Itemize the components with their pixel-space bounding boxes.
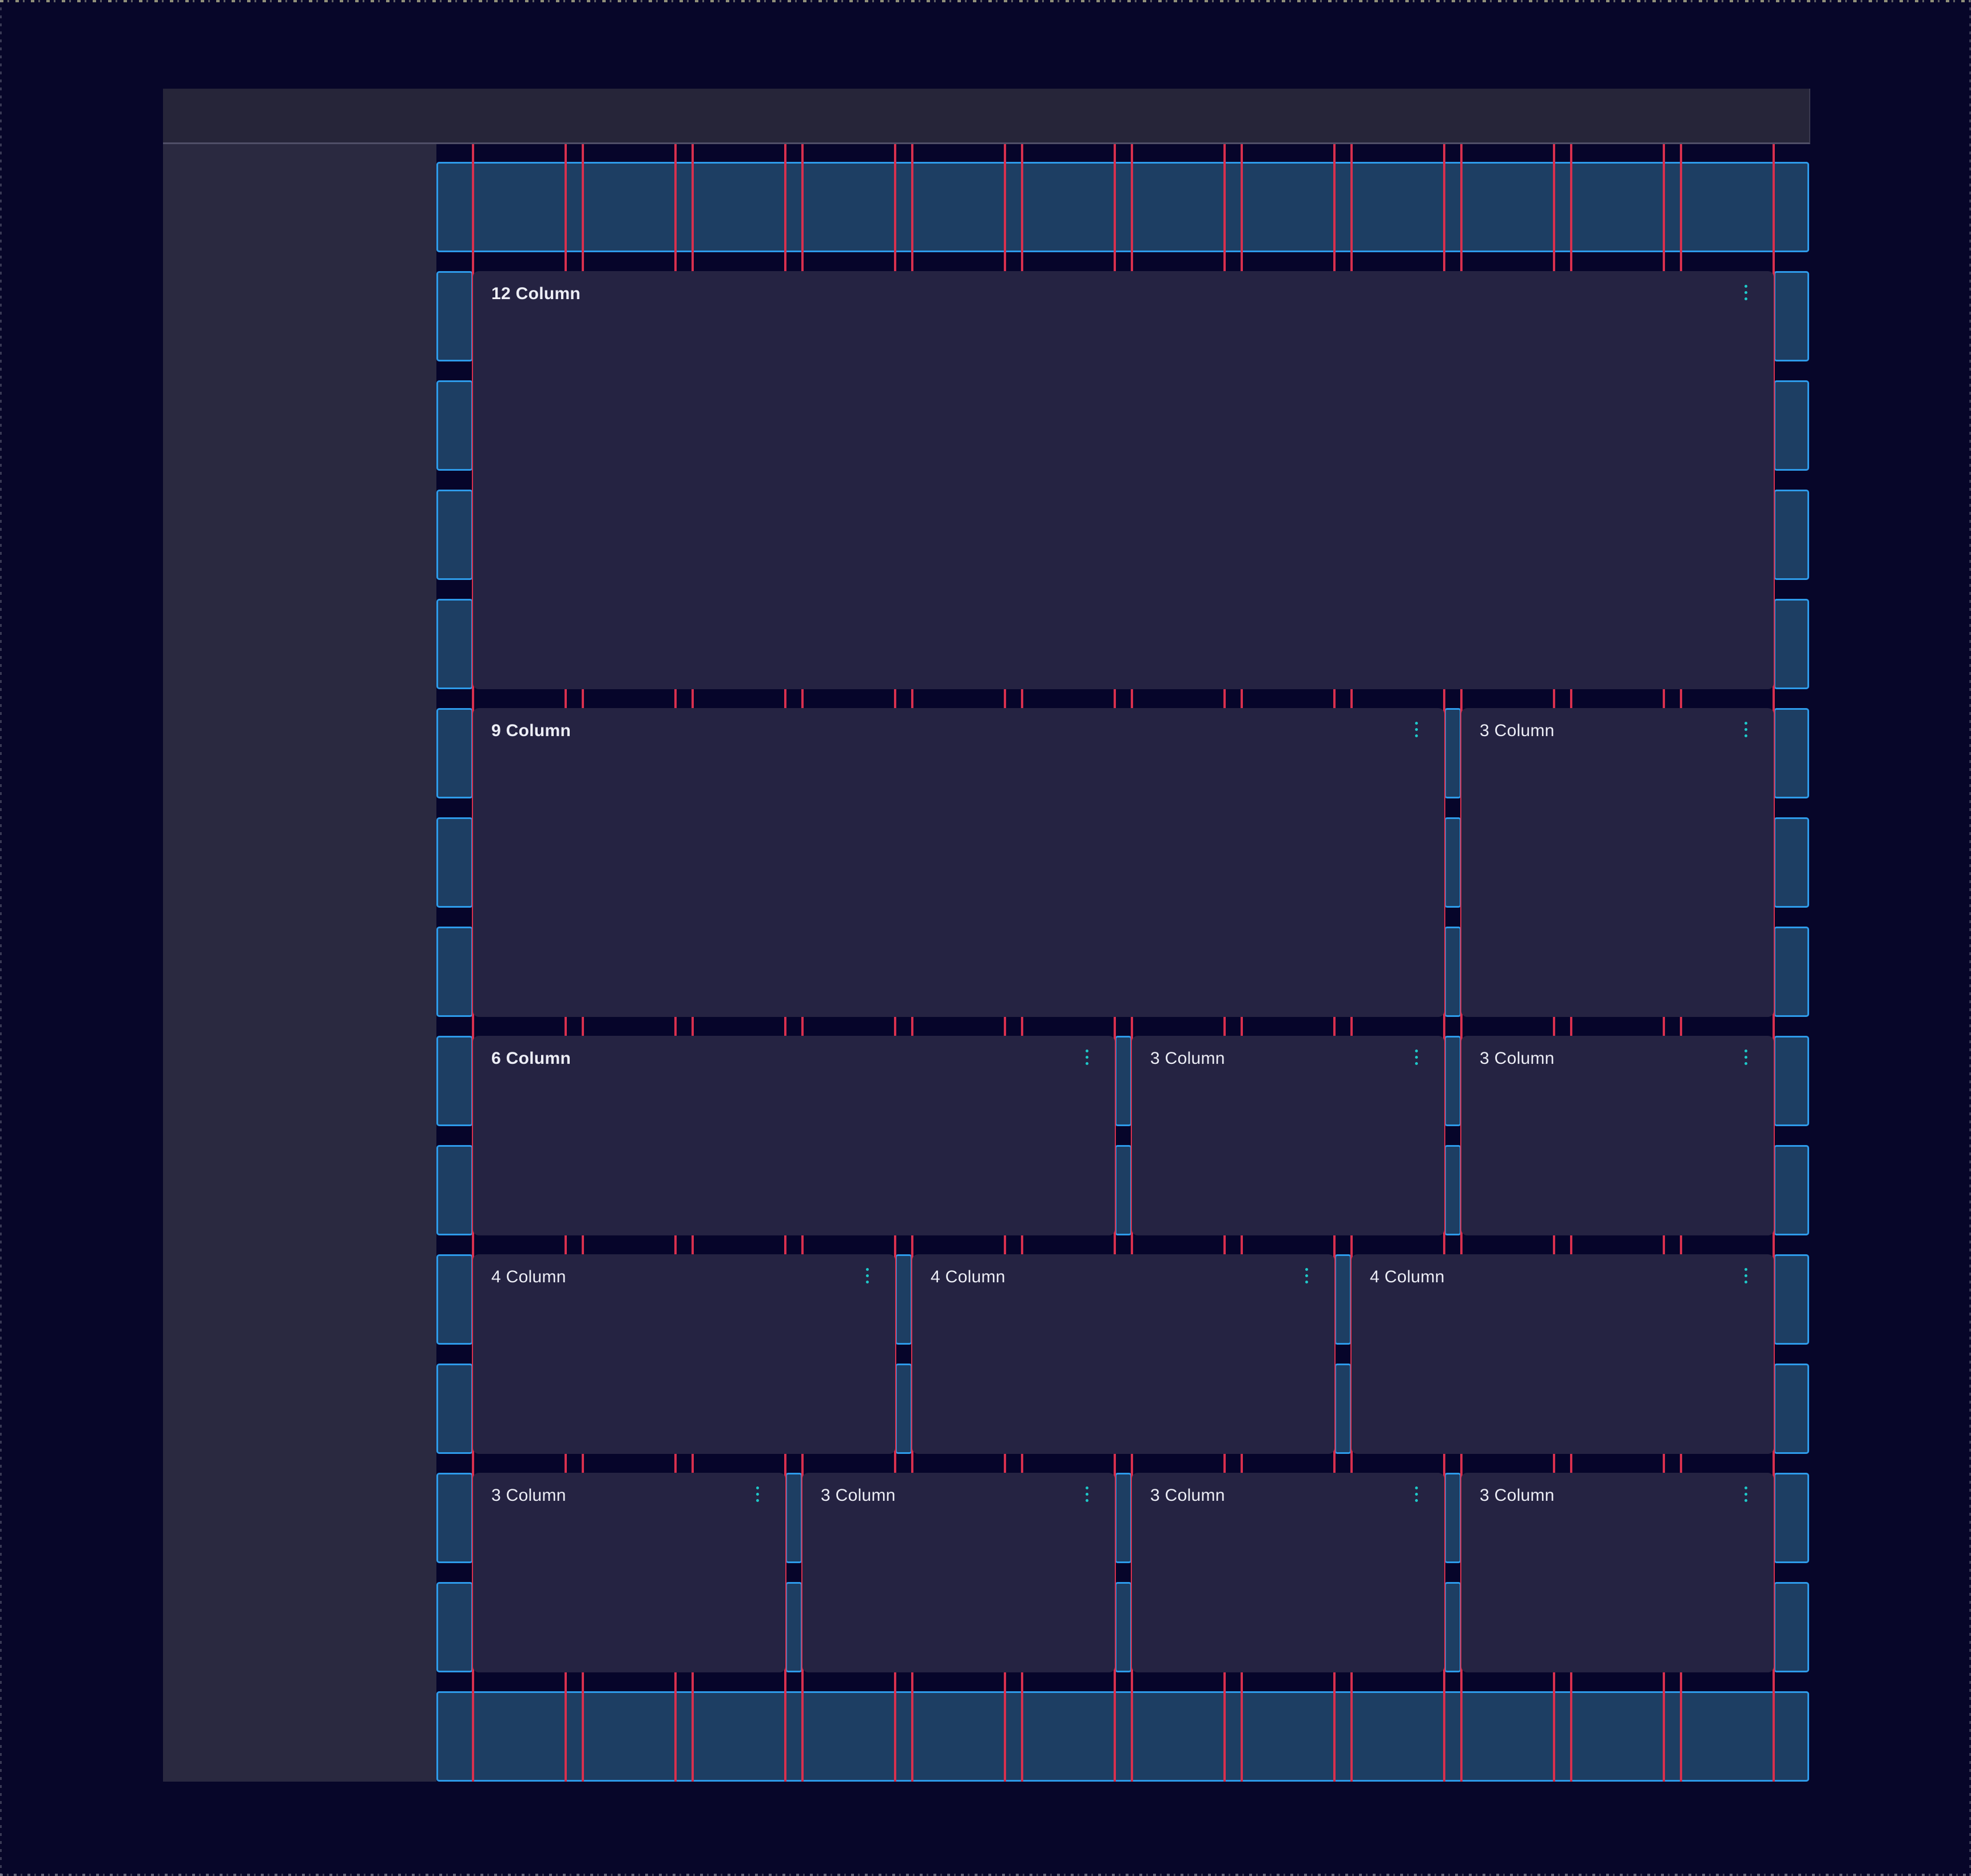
kebab-menu-icon[interactable] — [1084, 1048, 1090, 1066]
grid-row-highlight-top — [436, 162, 1809, 252]
panel-9-column[interactable]: 9 Column — [473, 708, 1444, 1017]
panel-title: 6 Column — [491, 1049, 571, 1068]
grid-column-guide — [436, 380, 473, 471]
panel-title: 9 Column — [491, 721, 571, 740]
panel-4-column[interactable]: 4 Column — [1352, 1254, 1774, 1454]
grid-column-guide — [1774, 927, 1809, 1017]
panel-12-column[interactable]: 12 Column — [473, 271, 1774, 689]
panel-3-column[interactable]: 3 Column — [1461, 1036, 1774, 1235]
window-header — [163, 89, 1810, 144]
kebab-menu-icon[interactable] — [1743, 284, 1749, 301]
selection-ants-left — [0, 0, 2, 1876]
panel-3-column[interactable]: 3 Column — [1461, 1473, 1774, 1672]
grid-gutter-line — [1773, 144, 1775, 1782]
sidebar-panel — [163, 144, 436, 1782]
kebab-menu-icon[interactable] — [1413, 721, 1419, 738]
panel-6-column[interactable]: 6 Column — [473, 1036, 1115, 1235]
panel-title: 4 Column — [931, 1267, 1006, 1286]
kebab-menu-icon[interactable] — [1413, 1048, 1419, 1066]
grid-column-guide — [436, 1582, 473, 1672]
kebab-menu-icon[interactable] — [1304, 1267, 1309, 1285]
panel-3-column[interactable]: 3 Column — [802, 1473, 1115, 1672]
grid-column-guide — [1774, 1582, 1809, 1672]
kebab-menu-icon[interactable] — [1743, 721, 1749, 738]
grid-column-guide — [1774, 1364, 1809, 1454]
grid-column-guide — [1774, 271, 1809, 361]
panel-title: 4 Column — [1370, 1267, 1445, 1286]
panel-title: 3 Column — [1150, 1486, 1225, 1505]
selection-ants-top — [0, 0, 1971, 2]
grid-column-guide — [1774, 1036, 1809, 1126]
panel-3-column[interactable]: 3 Column — [473, 1473, 785, 1672]
panel-3-column[interactable]: 3 Column — [1461, 708, 1774, 1017]
grid-row-highlight-bottom — [436, 1691, 1809, 1782]
panel-title: 3 Column — [1480, 721, 1555, 740]
grid-column-guide — [1774, 817, 1809, 908]
panel-4-column[interactable]: 4 Column — [912, 1254, 1334, 1454]
kebab-menu-icon[interactable] — [754, 1485, 760, 1503]
grid-column-guide — [436, 927, 473, 1017]
panel-3-column[interactable]: 3 Column — [1132, 1473, 1444, 1672]
panel-title: 3 Column — [1480, 1049, 1555, 1068]
kebab-menu-icon[interactable] — [1743, 1485, 1749, 1503]
panel-title: 4 Column — [491, 1267, 566, 1286]
panel-title: 3 Column — [1480, 1486, 1555, 1505]
kebab-menu-icon[interactable] — [1743, 1048, 1749, 1066]
grid-column-guide — [1774, 1254, 1809, 1345]
panel-title: 3 Column — [821, 1486, 896, 1505]
grid-gutter-line — [1443, 144, 1445, 1782]
panel-title: 3 Column — [1150, 1049, 1225, 1068]
panel-title: 12 Column — [491, 284, 581, 303]
kebab-menu-icon[interactable] — [1743, 1267, 1749, 1285]
grid-column-guide — [436, 1145, 473, 1235]
kebab-menu-icon[interactable] — [1084, 1485, 1090, 1503]
selection-ants-bottom — [0, 1874, 1971, 1876]
kebab-menu-icon[interactable] — [1413, 1485, 1419, 1503]
panel-3-column[interactable]: 3 Column — [1132, 1036, 1444, 1235]
panel-4-column[interactable]: 4 Column — [473, 1254, 895, 1454]
kebab-menu-icon[interactable] — [864, 1267, 870, 1285]
panel-title: 3 Column — [491, 1486, 566, 1505]
grid-column-guide — [436, 708, 473, 798]
grid-column-guide — [436, 1036, 473, 1126]
page-canvas: 12 Column 9 Column 3 Column 6 Column 3 C… — [436, 144, 1810, 1782]
